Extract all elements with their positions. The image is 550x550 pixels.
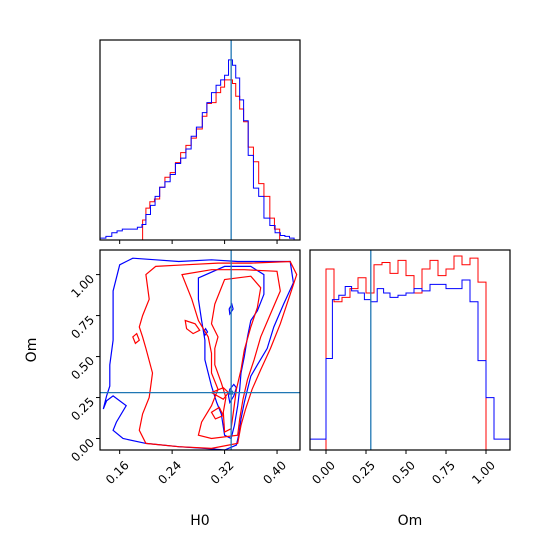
- h0-om-contour-panel: 0.16 0.24 0.32 0.40 0.00 0.25 0.50 0.75 1.00: [68, 249, 301, 487]
- om-tick-label: 0.75: [429, 458, 458, 487]
- om-tick-label: 0.50: [389, 458, 418, 487]
- red-contour: [210, 275, 262, 433]
- om-y-tick-label: 0.75: [68, 313, 97, 342]
- red-histogram-line: [100, 79, 300, 241]
- om-tick-label: 0.00: [309, 458, 338, 487]
- blue-contour: [197, 265, 265, 440]
- om-y-tick-label: 0.50: [68, 354, 97, 383]
- h0-marginal-frame: [99, 39, 301, 241]
- h0-tick-label: 0.16: [103, 458, 132, 487]
- red-contour: [138, 260, 298, 450]
- blue-contour: [102, 257, 295, 450]
- contour-lines: [100, 250, 300, 450]
- x-axis-label-om: Om: [398, 513, 423, 529]
- h0-marginal-histogram: [99, 39, 301, 244]
- om-marginal-histogram: 0.00 0.25 0.50 0.75 1.00: [309, 249, 511, 487]
- x-axis-label-h0: H0: [190, 513, 209, 529]
- contour-frame: [99, 249, 301, 451]
- red-contour: [132, 332, 141, 345]
- truth-marker: [229, 390, 234, 395]
- blue-contour: [228, 302, 234, 316]
- y-axis-label-om: Om: [24, 338, 40, 363]
- om-y-tick-label: 1.00: [68, 272, 97, 301]
- blue-contour: [202, 327, 209, 337]
- om-y-tick-label: 0.00: [68, 436, 97, 465]
- blue-contour: [227, 383, 238, 405]
- om-tick-label: 0.25: [349, 458, 378, 487]
- h0-tick-label: 0.24: [155, 458, 184, 487]
- om-marginal-frame: [309, 249, 511, 451]
- red-contour: [184, 319, 201, 335]
- h0-tick-label: 0.40: [260, 458, 289, 487]
- blue-histogram-line: [99, 59, 300, 241]
- blue-histogram-line: [309, 279, 510, 450]
- om-tick-label: 1.00: [469, 458, 498, 487]
- om-y-tick-label: 0.25: [68, 395, 97, 424]
- h0-tick-label: 0.32: [208, 458, 237, 487]
- red-contour: [181, 269, 281, 440]
- red-contour: [210, 406, 225, 420]
- red-histogram-line: [310, 255, 510, 451]
